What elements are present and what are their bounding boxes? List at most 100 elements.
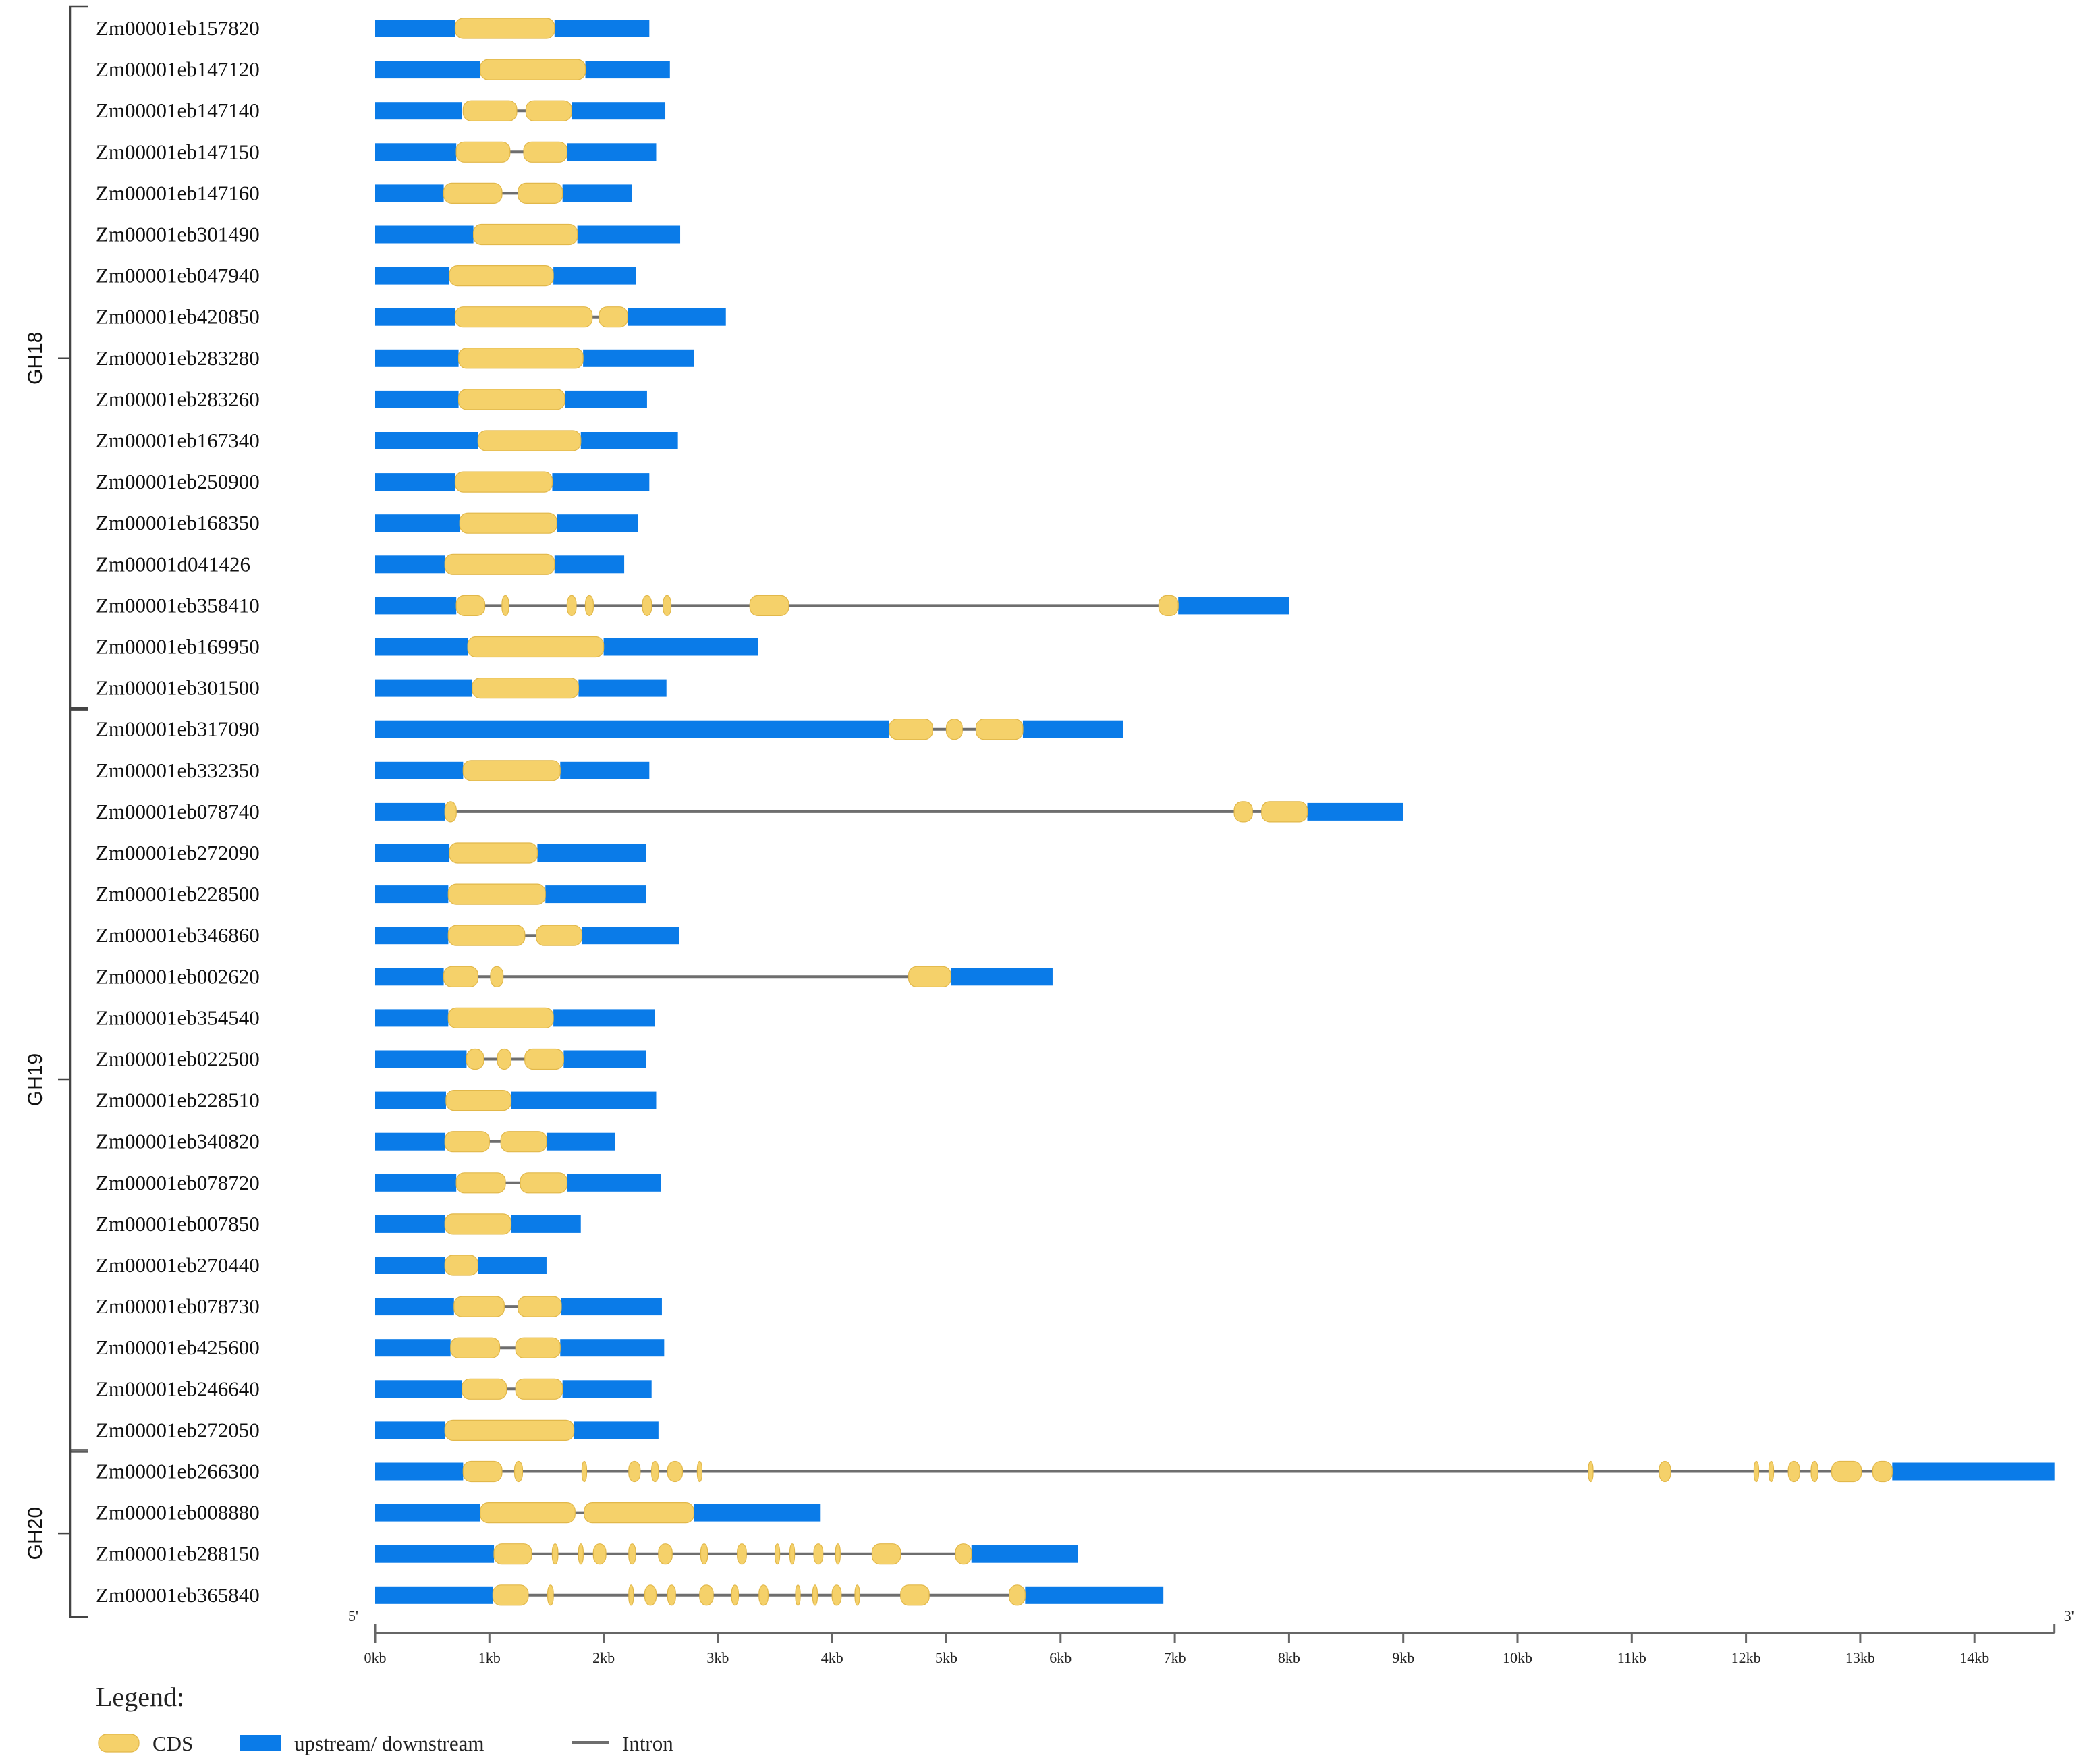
gene-row: Zm00001eb147160 bbox=[96, 181, 632, 204]
gene-name-label: Zm00001eb283260 bbox=[96, 387, 260, 411]
cds-exon bbox=[1810, 1460, 1818, 1483]
cds-exon bbox=[1009, 1584, 1026, 1606]
axis-tick-label: 8kb bbox=[1278, 1649, 1300, 1666]
gene-row: Zm00001eb301490 bbox=[96, 223, 681, 246]
group-label: GH18 bbox=[24, 332, 47, 385]
downstream-block bbox=[557, 514, 638, 532]
downstream-block bbox=[560, 1339, 665, 1357]
downstream-block bbox=[572, 102, 666, 120]
cds-exon bbox=[1787, 1460, 1800, 1483]
cds-exon bbox=[1753, 1460, 1760, 1483]
upstream-block bbox=[375, 1298, 454, 1316]
gene-row: Zm00001eb340820 bbox=[96, 1130, 615, 1153]
gene-rows: Zm00001eb157820 Zm00001eb147120 Zm00001eb1… bbox=[96, 16, 2055, 1607]
cds-exon bbox=[667, 1460, 684, 1483]
cds-exon bbox=[955, 1543, 972, 1565]
axis-tick-label: 6kb bbox=[1049, 1649, 1072, 1666]
cds-exon bbox=[812, 1584, 818, 1606]
gene-name-label: Zm00001eb420850 bbox=[96, 305, 260, 329]
cds-exon bbox=[453, 1296, 505, 1317]
axis-end-label: 3' bbox=[2064, 1607, 2074, 1624]
legend-label: upstream/ downstream bbox=[294, 1732, 484, 1755]
axis-tick-label: 3kb bbox=[706, 1649, 729, 1666]
gene-row: Zm00001eb078720 bbox=[96, 1171, 661, 1194]
legend: Legend: CDS upstream/ downstream Intron bbox=[96, 1682, 673, 1755]
gene-name-label: Zm00001eb047940 bbox=[96, 264, 260, 287]
downstream-block bbox=[554, 555, 625, 574]
gene-row: Zm00001eb007850 bbox=[96, 1212, 581, 1236]
gene-name-label: Zm00001eb283280 bbox=[96, 346, 260, 370]
upstream-block bbox=[375, 1380, 462, 1398]
axis-tick-label: 7kb bbox=[1164, 1649, 1186, 1666]
upstream-block bbox=[375, 638, 468, 656]
gene-row: Zm00001eb283280 bbox=[96, 346, 694, 370]
kb-axis: 5' 3' 0kb 1kb 2kb 3kb 4kb 5kb 6kb 7kb 8kb 9kb 10kb… bbox=[348, 1607, 2074, 1666]
cds-exon bbox=[551, 1543, 559, 1565]
gene-row: Zm00001eb169950 bbox=[96, 635, 758, 659]
legend-item-utr: upstream/ downstream bbox=[240, 1732, 484, 1755]
cds-exon bbox=[700, 1543, 708, 1565]
downstream-block bbox=[1022, 720, 1123, 738]
gene-row: Zm00001eb167340 bbox=[96, 429, 678, 452]
cds-exon bbox=[462, 1378, 507, 1400]
cds-exon bbox=[889, 719, 933, 740]
gene-name-label: Zm00001eb317090 bbox=[96, 717, 260, 741]
downstream-block bbox=[1178, 597, 1289, 615]
cds-exon bbox=[1261, 801, 1308, 823]
upstream-block bbox=[375, 761, 464, 779]
gene-row: Zm00001eb301500 bbox=[96, 676, 667, 700]
cds-exon bbox=[651, 1460, 659, 1483]
legend-label: CDS bbox=[152, 1732, 193, 1755]
legend-item-cds: CDS bbox=[98, 1732, 193, 1755]
downstream-block bbox=[574, 1421, 659, 1439]
gene-row: Zm00001eb147120 bbox=[96, 57, 670, 81]
upstream-block bbox=[375, 390, 459, 408]
gene-name-label: Zm00001eb340820 bbox=[96, 1130, 260, 1153]
downstream-block bbox=[971, 1545, 1078, 1563]
cds-exon bbox=[466, 1048, 484, 1070]
upstream-block bbox=[375, 1462, 464, 1481]
downstream-block bbox=[553, 267, 636, 285]
axis-tick-label: 4kb bbox=[821, 1649, 843, 1666]
gene-row: Zm00001eb272050 bbox=[96, 1418, 659, 1441]
upstream-block bbox=[375, 968, 444, 986]
downstream-block bbox=[567, 1174, 661, 1192]
gene-row: Zm00001eb157820 bbox=[96, 16, 650, 40]
downstream-block bbox=[580, 432, 678, 449]
cds-exon bbox=[599, 306, 628, 328]
upstream-block bbox=[375, 720, 889, 738]
cds-exon bbox=[1158, 595, 1179, 617]
cds-exon bbox=[945, 719, 963, 740]
gene-name-label: Zm00001eb425600 bbox=[96, 1335, 260, 1359]
gene-name-label: Zm00001eb301490 bbox=[96, 223, 260, 246]
gene-row: Zm00001eb425600 bbox=[96, 1335, 665, 1359]
upstream-block bbox=[375, 225, 474, 244]
cds-exon bbox=[774, 1543, 781, 1565]
cds-exon bbox=[628, 1584, 634, 1606]
group-bracket bbox=[69, 5, 88, 711]
cds-exon bbox=[566, 595, 577, 617]
upstream-block bbox=[375, 267, 450, 285]
gene-name-label: Zm00001eb346860 bbox=[96, 923, 260, 947]
gene-name-label: Zm00001eb022500 bbox=[96, 1047, 260, 1071]
upstream-block bbox=[375, 184, 444, 202]
cds-exon bbox=[450, 1337, 501, 1358]
cds-exon bbox=[696, 1460, 703, 1483]
axis-tick-label: 2kb bbox=[592, 1649, 615, 1666]
upstream-block bbox=[375, 802, 445, 821]
upstream-block bbox=[375, 1215, 445, 1233]
cds-exon bbox=[731, 1584, 739, 1606]
axis-tick-label: 13kb bbox=[1845, 1649, 1875, 1666]
upstream-block bbox=[375, 61, 480, 79]
gene-name-label: Zm00001eb078730 bbox=[96, 1294, 260, 1318]
cds-exon bbox=[457, 389, 565, 410]
legend-item-intron: Intron bbox=[572, 1732, 673, 1755]
cds-exon bbox=[975, 719, 1024, 740]
cds-exon bbox=[536, 925, 583, 946]
upstream-block bbox=[375, 1586, 493, 1604]
gene-name-label: Zm00001eb228510 bbox=[96, 1088, 260, 1112]
downstream-block bbox=[561, 1298, 662, 1316]
cds-exon bbox=[462, 760, 561, 781]
gene-name-label: Zm00001eb272050 bbox=[96, 1418, 260, 1441]
cds-exon bbox=[449, 265, 554, 287]
